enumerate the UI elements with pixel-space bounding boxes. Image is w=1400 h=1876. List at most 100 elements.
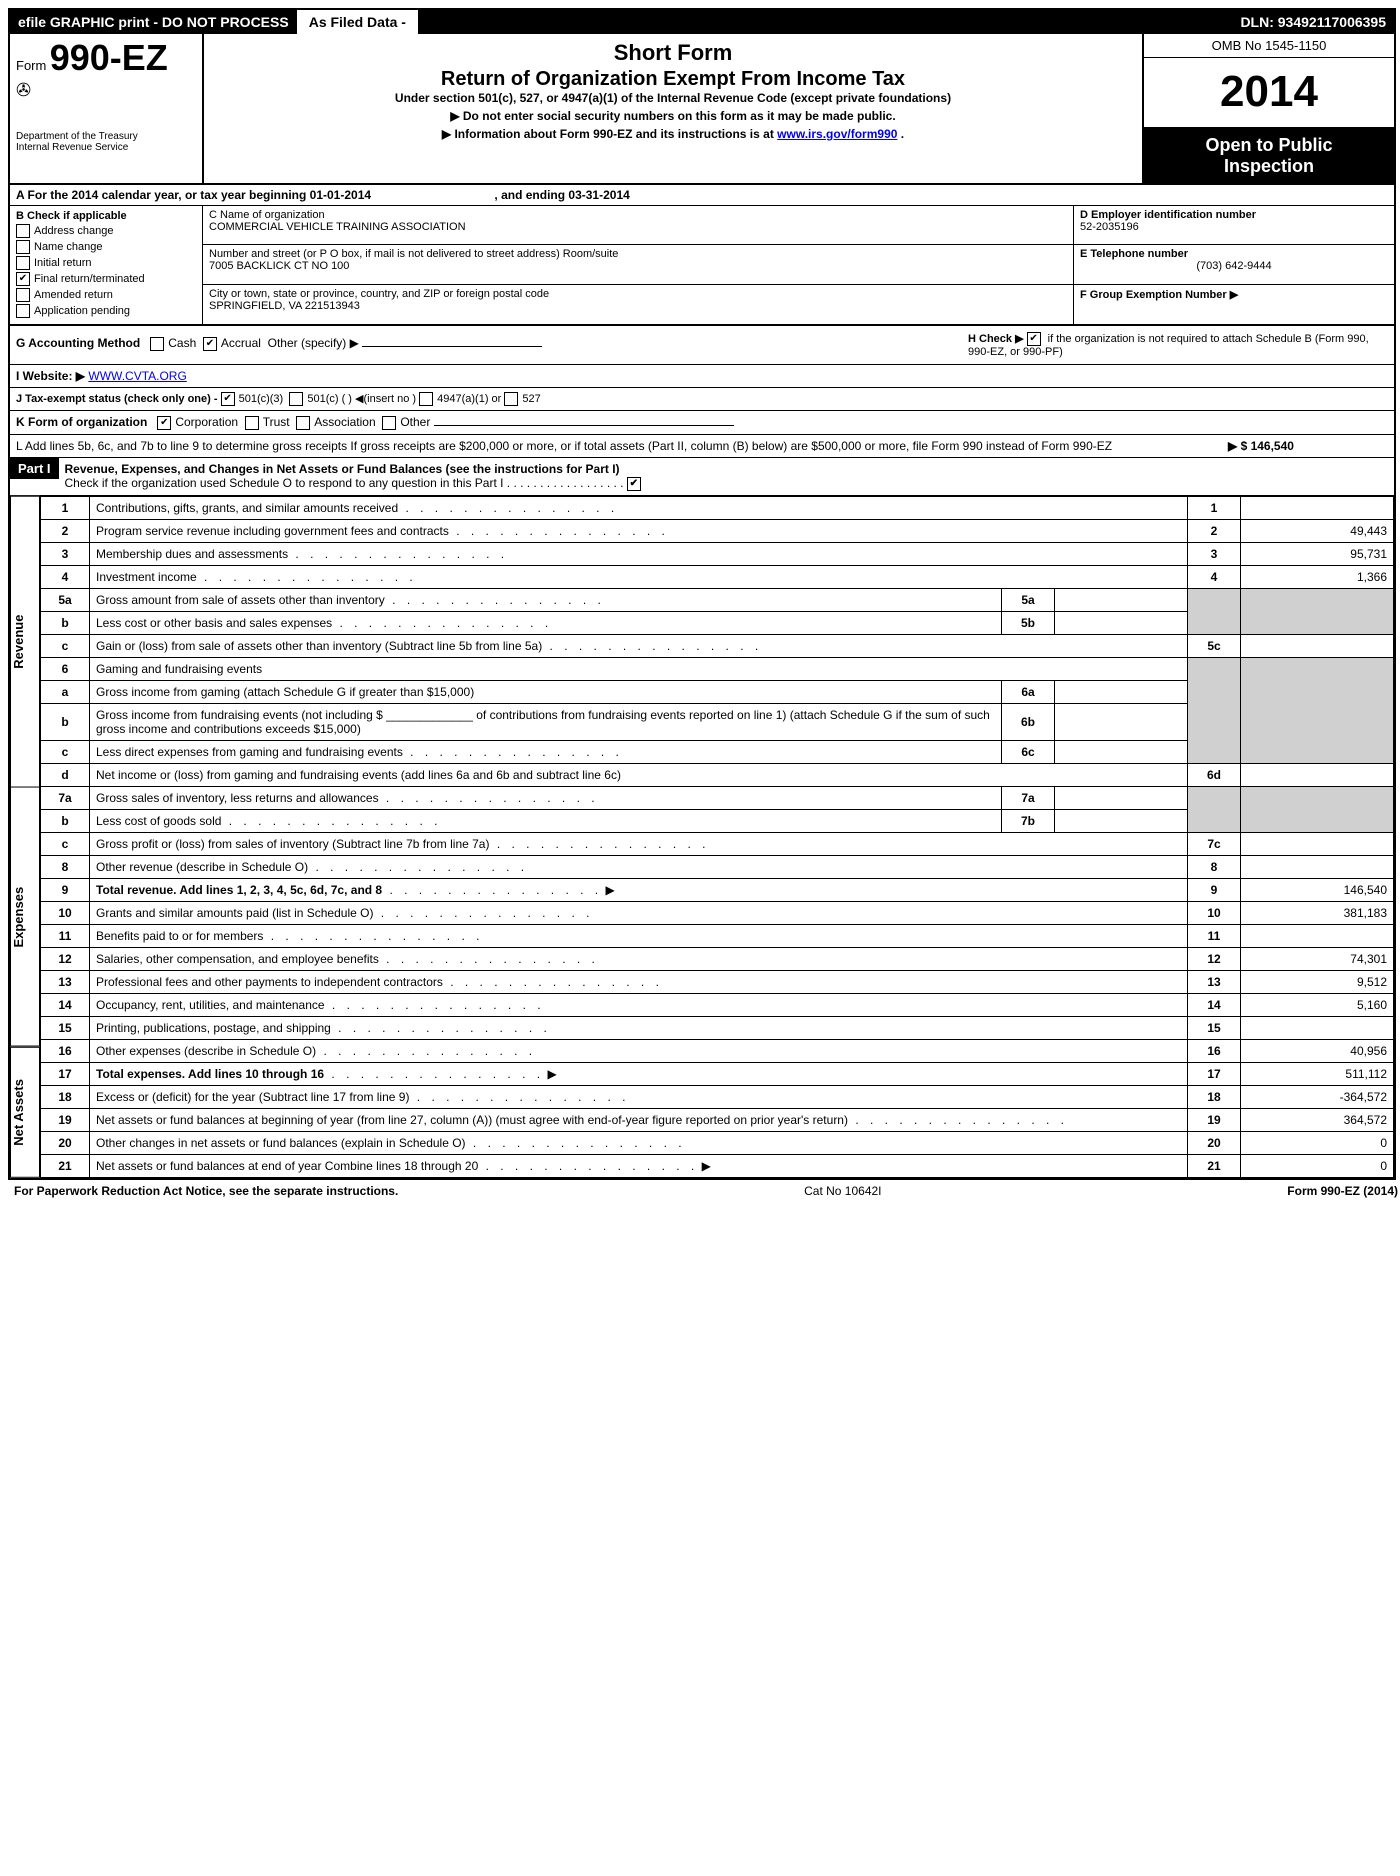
check-assoc[interactable] (296, 416, 310, 430)
subtitle: Under section 501(c), 527, or 4947(a)(1)… (224, 91, 1122, 105)
side-revenue: Revenue (10, 496, 40, 788)
l5a-num: 5a (41, 588, 90, 611)
l7c-tn: 7c (1188, 832, 1241, 855)
check-initial[interactable] (16, 256, 30, 270)
check-4947[interactable] (419, 392, 433, 406)
check-trust[interactable] (245, 416, 259, 430)
l9-val: 146,540 (1241, 878, 1394, 901)
l11-desc: Benefits paid to or for members (96, 929, 263, 943)
l11-val (1241, 924, 1394, 947)
l12-desc: Salaries, other compensation, and employ… (96, 952, 379, 966)
row-j: J Tax-exempt status (check only one) - 5… (10, 388, 1394, 411)
check-pending-label: Application pending (34, 305, 130, 317)
l5c-tn: 5c (1188, 634, 1241, 657)
l5c-desc: Gain or (loss) from sale of assets other… (96, 639, 542, 653)
l18-desc: Excess or (deficit) for the year (Subtra… (96, 1090, 409, 1104)
irs-link[interactable]: www.irs.gov/form990 (777, 127, 897, 141)
l6d-val (1241, 763, 1394, 786)
check-cash[interactable] (150, 337, 164, 351)
check-h[interactable] (1027, 332, 1041, 346)
l6c-sv (1055, 740, 1188, 763)
check-final-label: Final return/terminated (34, 273, 145, 285)
check-address[interactable] (16, 224, 30, 238)
l17-arrow: ▶ (547, 1067, 556, 1081)
l5b-sv (1055, 611, 1188, 634)
g-label: G Accounting Method (16, 336, 140, 350)
l6-num: 6 (41, 657, 90, 680)
l5b-num: b (41, 611, 90, 634)
check-501c[interactable] (289, 392, 303, 406)
l7c-desc: Gross profit or (loss) from sales of inv… (96, 837, 489, 851)
part1-check-line: Check if the organization used Schedule … (65, 476, 504, 490)
check-501c3[interactable] (221, 392, 235, 406)
k-trust: Trust (263, 415, 290, 429)
l9-arrow: ▶ (605, 883, 614, 897)
header-right: OMB No 1545-1150 2014 Open to Public Ins… (1142, 34, 1394, 183)
l3-tn: 3 (1188, 542, 1241, 565)
k-corp: Corporation (175, 415, 238, 429)
j-4947: 4947(a)(1) or (437, 393, 501, 405)
l4-desc: Investment income (96, 570, 197, 584)
top-bar-left: efile GRAPHIC print - DO NOT PROCESS (10, 10, 297, 34)
check-527[interactable] (504, 392, 518, 406)
l18-val: -364,572 (1241, 1085, 1394, 1108)
check-other[interactable] (382, 416, 396, 430)
l16-num: 16 (41, 1039, 90, 1062)
main-title: Return of Organization Exempt From Incom… (224, 68, 1122, 91)
website-link[interactable]: WWW.CVTA.ORG (88, 369, 186, 383)
check-corp[interactable] (157, 416, 171, 430)
k-other: Other (400, 415, 430, 429)
l6c-desc: Less direct expenses from gaming and fun… (96, 745, 403, 759)
check-schedule-o[interactable] (627, 477, 641, 491)
h-label: H Check ▶ (968, 333, 1024, 345)
footer-mid: Cat No 10642I (804, 1184, 881, 1198)
part1-header-row: Part I Revenue, Expenses, and Changes in… (10, 458, 1394, 496)
street-label: Number and street (or P O box, if mail i… (209, 248, 1067, 260)
arrow-line-2: ▶ Information about Form 990-EZ and its … (224, 127, 1122, 141)
l21-num: 21 (41, 1154, 90, 1177)
l4-num: 4 (41, 565, 90, 588)
open-line2: Inspection (1150, 156, 1388, 177)
top-bar-asfiled: As Filed Data - (297, 10, 418, 34)
l1-val (1241, 496, 1394, 519)
i-label: I Website: ▶ (16, 369, 85, 383)
check-name[interactable] (16, 240, 30, 254)
l10-desc: Grants and similar amounts paid (list in… (96, 906, 373, 920)
dept-irs: Internal Revenue Service (16, 142, 196, 153)
j-501c: 501(c) ( ) ◀(insert no ) (307, 393, 416, 405)
l18-tn: 18 (1188, 1085, 1241, 1108)
tax-year: 2014 (1144, 58, 1394, 129)
checks-heading: B Check if applicable (16, 210, 196, 222)
check-accrual[interactable] (203, 337, 217, 351)
l15-num: 15 (41, 1016, 90, 1039)
l20-num: 20 (41, 1131, 90, 1154)
l14-desc: Occupancy, rent, utilities, and maintena… (96, 998, 325, 1012)
row-i: I Website: ▶ WWW.CVTA.ORG (10, 365, 1394, 388)
g-cash: Cash (168, 336, 196, 350)
j-527: 527 (522, 393, 540, 405)
l5b-sn: 5b (1002, 611, 1055, 634)
l-value: ▶ $ 146,540 (1228, 439, 1388, 453)
l7b-sv (1055, 809, 1188, 832)
l21-desc: Net assets or fund balances at end of ye… (96, 1159, 478, 1173)
l14-num: 14 (41, 993, 90, 1016)
l20-val: 0 (1241, 1131, 1394, 1154)
city-label: City or town, state or province, country… (209, 288, 1067, 300)
form-990ez: efile GRAPHIC print - DO NOT PROCESS As … (8, 8, 1396, 1180)
l16-desc: Other expenses (describe in Schedule O) (96, 1044, 316, 1058)
header-left: Form 990-EZ ✇ Department of the Treasury… (10, 34, 204, 183)
l2-num: 2 (41, 519, 90, 542)
l19-val: 364,572 (1241, 1108, 1394, 1131)
l1-tn: 1 (1188, 496, 1241, 519)
l20-tn: 20 (1188, 1131, 1241, 1154)
l8-num: 8 (41, 855, 90, 878)
check-amended[interactable] (16, 288, 30, 302)
check-pending[interactable] (16, 304, 30, 318)
check-initial-label: Initial return (34, 257, 91, 269)
l6d-desc: Net income or (loss) from gaming and fun… (90, 763, 1188, 786)
l5a-sn: 5a (1002, 588, 1055, 611)
check-final[interactable] (16, 272, 30, 286)
l6a-num: a (41, 680, 90, 703)
l9-num: 9 (41, 878, 90, 901)
l8-val (1241, 855, 1394, 878)
